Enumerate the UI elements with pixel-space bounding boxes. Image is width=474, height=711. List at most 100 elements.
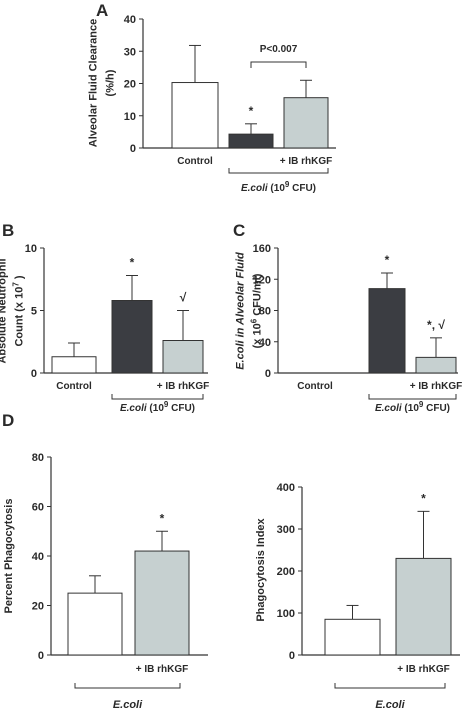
category-label: + IB rhKGF	[410, 381, 463, 392]
category-label: + IB rhKGF	[136, 664, 189, 675]
significance-marker: √	[180, 291, 187, 305]
y-tick-label: 120	[253, 274, 271, 286]
y-axis-label-line: Absolute Neutrophil	[0, 258, 9, 363]
group-label-superscript: 9	[164, 400, 169, 409]
y-axis-label: Alveolar Fluid Clearance (%/h)	[88, 19, 117, 147]
y-axis-label: Phagocytosis Index	[255, 517, 267, 621]
group-label-unit: CFU)	[168, 403, 195, 414]
y-tick-label: 0	[130, 143, 136, 155]
y-axis-label: E.coli in Alveolar Fluid (x 106 CFU/ml)	[235, 252, 264, 370]
panel-letter: B	[2, 221, 14, 240]
y-tick-label: 40	[124, 14, 136, 26]
group-label-superscript: 9	[285, 180, 290, 189]
y-axis-label-line: (%/h)	[105, 69, 117, 96]
group-label-unit: CFU)	[289, 183, 316, 194]
y-axis-label-line: Count (x 10	[14, 287, 26, 347]
category-label: + IB rhKGF	[280, 156, 333, 167]
group-label-organism: E.coli	[375, 403, 402, 414]
bar	[368, 288, 406, 374]
y-axis-label-line: E.coli in Alveolar Fluid	[235, 252, 247, 370]
bar	[324, 618, 381, 656]
category-label: + IB rhKGF	[157, 381, 210, 392]
group-bracket	[368, 394, 457, 400]
bar	[134, 550, 190, 656]
chart-panel-d: D Percent Phagocytosis 0 20 40 60 80 * + IB rhKG…	[2, 411, 208, 711]
bar	[283, 97, 329, 149]
significance-marker: *, √	[427, 318, 445, 332]
group-bracket	[74, 683, 181, 689]
y-axis-label-line: Alveolar Fluid Clearance	[88, 19, 100, 147]
y-tick-label: 0	[289, 650, 295, 662]
y-axis-label: Percent Phagocytosis	[3, 499, 15, 614]
y-axis-label: Absolute Neutrophil Count (x 107 )	[0, 258, 26, 363]
category-label: Control	[56, 381, 92, 392]
y-tick-label: 80	[259, 306, 271, 318]
y-tick-label: 5	[31, 306, 37, 318]
y-tick-label: 160	[253, 243, 271, 255]
panel-letter: A	[96, 1, 108, 20]
group-label-dose: (10	[147, 403, 165, 414]
y-tick-label: 200	[277, 566, 295, 578]
comparison-p-value: P<0.007	[260, 44, 298, 55]
comparison-bracket	[250, 61, 307, 68]
y-axis-label-line: Phagocytosis Index	[255, 517, 267, 621]
y-tick-label: 80	[32, 452, 44, 464]
y-tick-label: 20	[32, 601, 44, 613]
bar	[415, 356, 457, 374]
group-label-dose: (10	[402, 403, 420, 414]
significance-marker: *	[130, 256, 135, 270]
y-tick-label: 300	[277, 524, 295, 536]
group-label: E.coli	[113, 699, 143, 711]
chart-panel-e: Phagocytosis Index 0 100 200 300 400 * + IB rhK…	[255, 482, 460, 711]
y-tick-label: 60	[32, 502, 44, 514]
bar	[228, 133, 274, 149]
panel-letter: C	[233, 221, 245, 240]
significance-marker: *	[160, 511, 165, 525]
group-label-unit: CFU)	[423, 403, 450, 414]
group-bracket	[111, 394, 204, 400]
group-label: E.coli (109 CFU)	[375, 400, 450, 414]
category-label: + IB rhKGF	[397, 664, 450, 675]
y-tick-label: 40	[259, 337, 271, 349]
y-tick-label: 100	[277, 608, 295, 620]
group-label-organism: E.coli	[113, 699, 143, 711]
y-axis-label-line: Percent Phagocytosis	[3, 499, 15, 614]
significance-marker: *	[385, 253, 390, 267]
group-label: E.coli (109 CFU)	[120, 400, 195, 414]
group-label-dose: (10	[268, 183, 286, 194]
y-tick-label: 20	[124, 79, 136, 91]
group-label: E.coli (109 CFU)	[241, 180, 316, 194]
bar	[395, 557, 452, 656]
bar	[51, 356, 97, 374]
panel-letter: D	[2, 411, 14, 430]
chart-panel-c: C E.coli in Alveolar Fluid (x 106 CFU/ml) 0…	[233, 221, 462, 414]
y-tick-label: 400	[277, 482, 295, 494]
bar	[171, 82, 219, 149]
significance-marker: *	[249, 104, 254, 118]
y-axis-label-line: )	[14, 275, 26, 282]
chart-panel-b: B Absolute Neutrophil Count (x 107 ) 0 5 10 Co…	[0, 221, 209, 414]
bar	[162, 340, 204, 374]
category-label: Control	[297, 381, 333, 392]
group-bracket	[228, 168, 329, 174]
group-label-superscript: 9	[419, 400, 424, 409]
y-tick-label: 10	[25, 243, 37, 255]
y-tick-label: 0	[38, 650, 44, 662]
y-tick-label: 0	[265, 368, 271, 380]
y-axis-label-line: (x 10	[252, 323, 264, 348]
group-label-organism: E.coli	[375, 699, 405, 711]
y-tick-label: 10	[124, 111, 136, 123]
group-label-organism: E.coli	[241, 183, 268, 194]
group-label: E.coli	[375, 699, 405, 711]
y-axis-label-line: CFU/ml)	[252, 273, 264, 319]
group-bracket	[334, 683, 446, 689]
y-axis-label-superscript: 6	[250, 318, 259, 323]
group-label-organism: E.coli	[120, 403, 147, 414]
significance-marker: *	[421, 491, 426, 505]
y-tick-label: 40	[32, 551, 44, 563]
y-axis-label-superscript: 7	[12, 282, 21, 287]
bar	[67, 592, 123, 656]
bar	[111, 300, 153, 374]
